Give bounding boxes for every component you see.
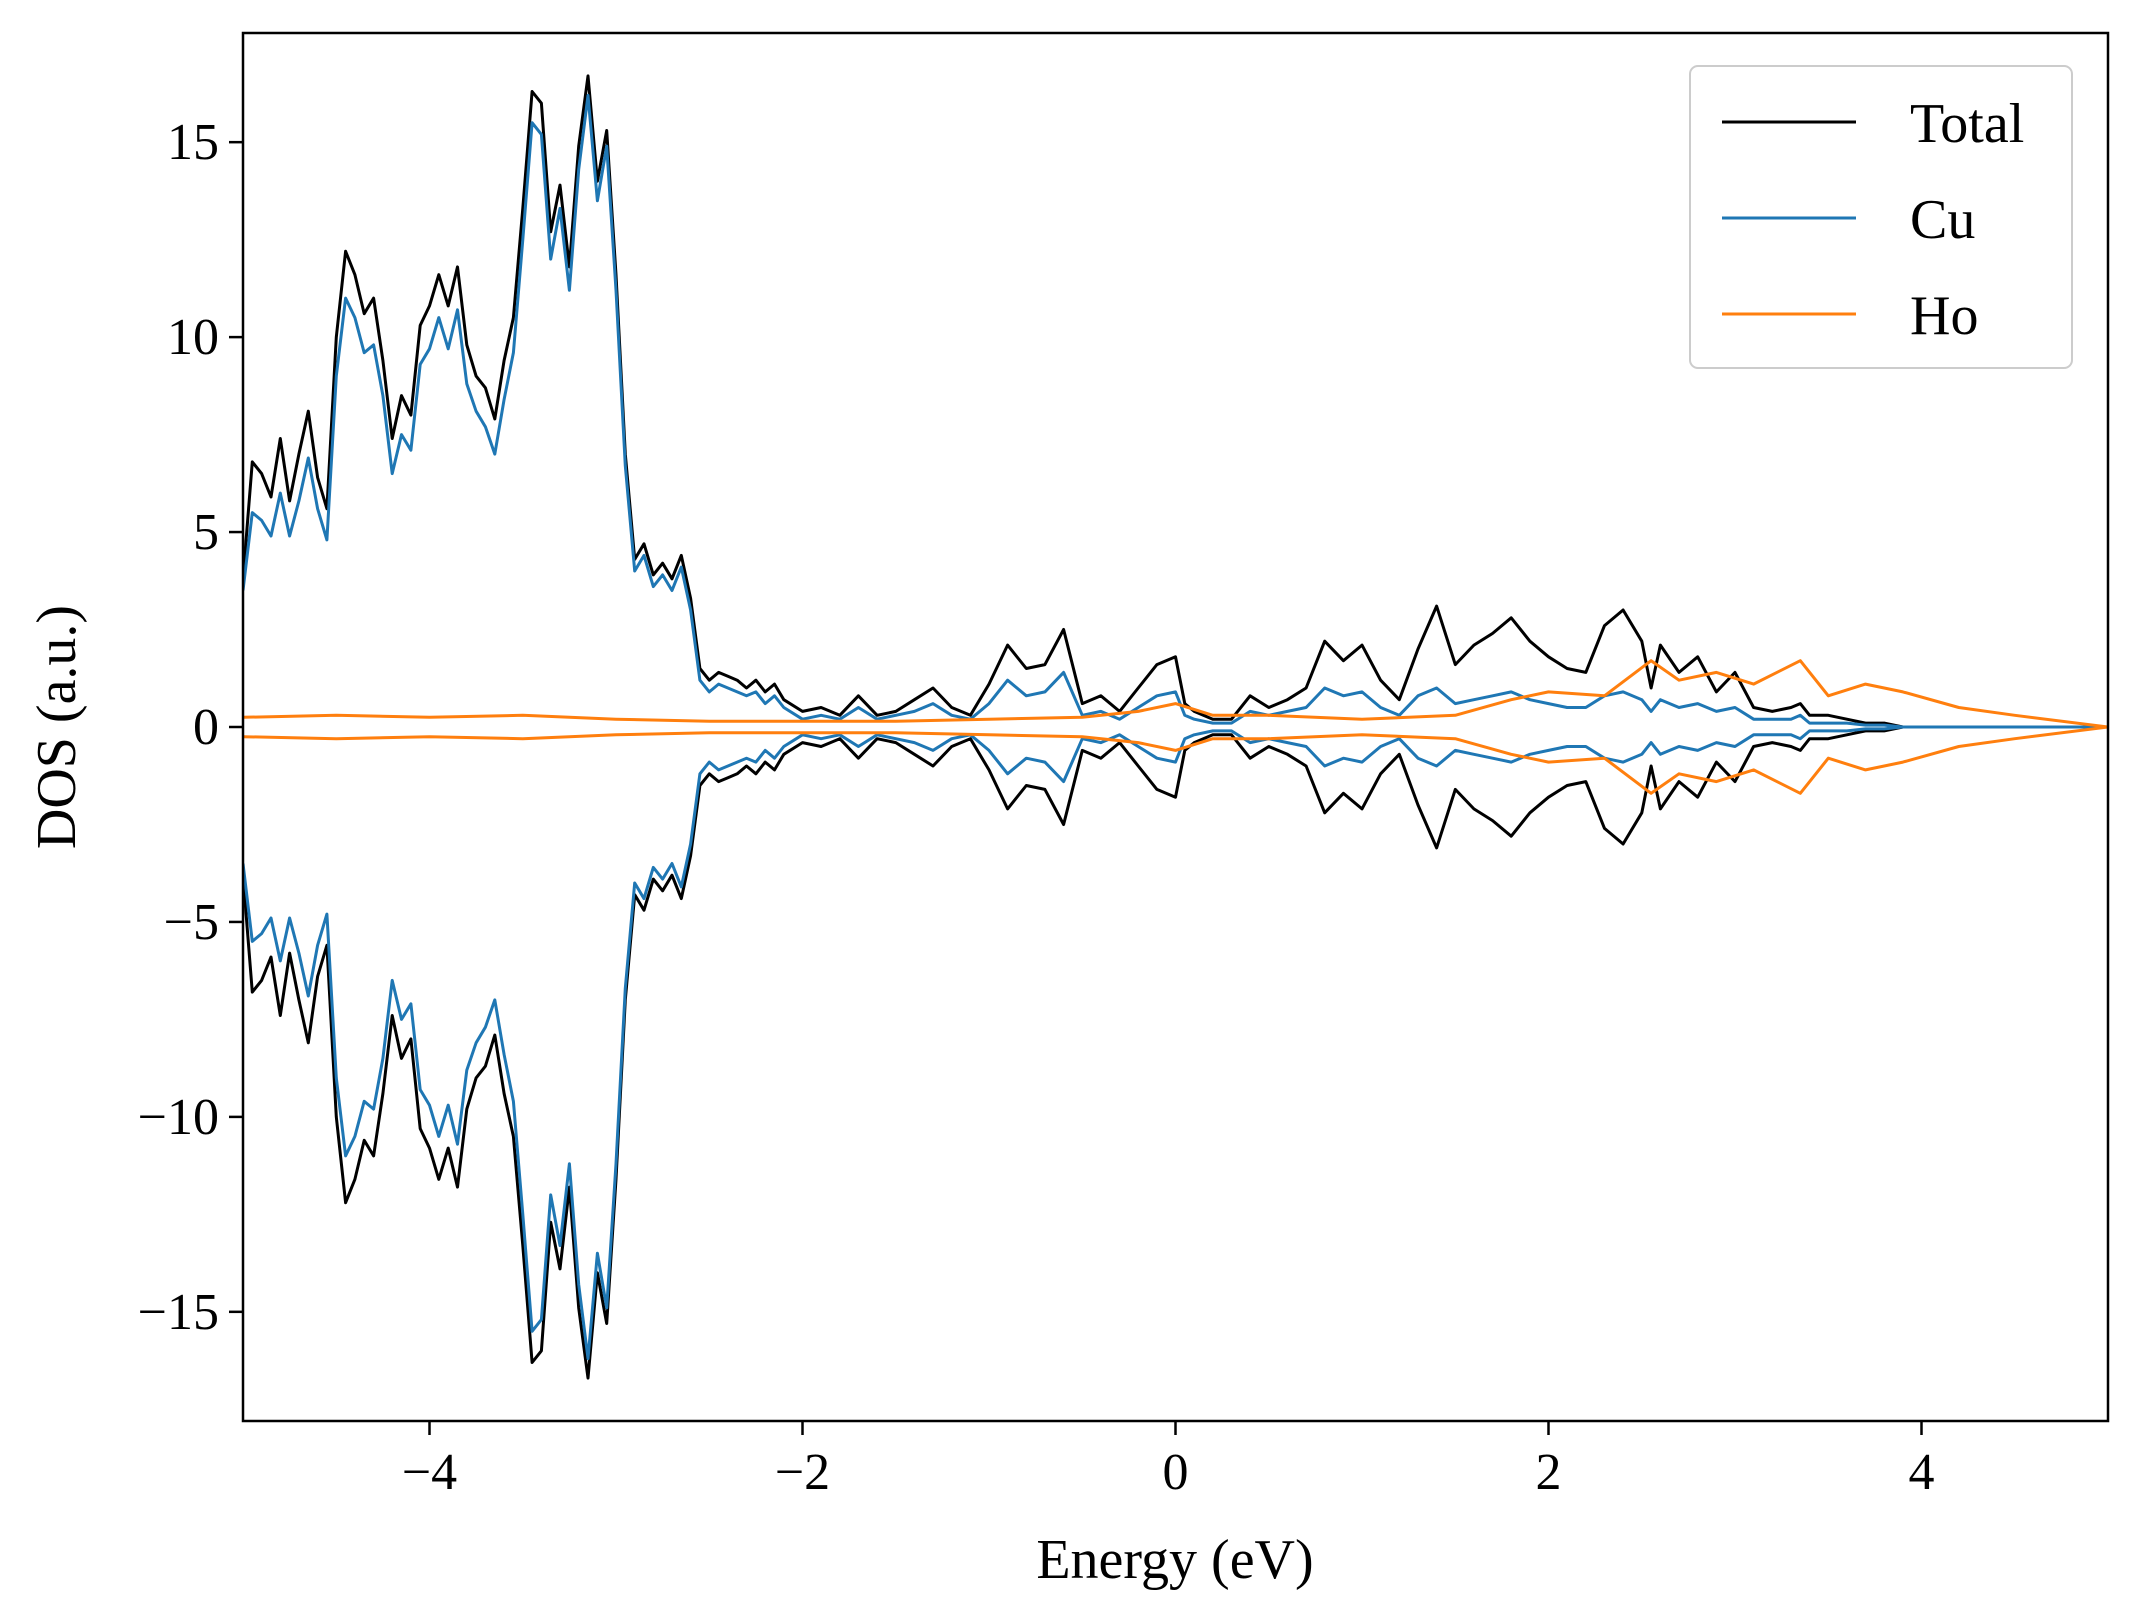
series-layer <box>243 74 2108 1380</box>
series-cu-spin-down-line <box>243 725 2108 1361</box>
y-axis-label: DOS (a.u.) <box>26 605 88 849</box>
x-tick-label: 2 <box>1536 1444 1562 1501</box>
series-ho-spin-up-line <box>243 659 2108 729</box>
y-tick-label: −5 <box>164 894 219 951</box>
y-tick-label: 10 <box>167 309 219 366</box>
series-ho-spin-down-line <box>243 725 2108 795</box>
series-total-spin-up-line <box>243 74 2108 729</box>
x-tick-label: −4 <box>402 1444 457 1501</box>
y-tick-label: 15 <box>167 114 219 171</box>
series-cu-spin-up-line <box>243 93 2108 729</box>
legend-label-total: Total <box>1910 93 2024 155</box>
y-tick-label: −10 <box>138 1089 219 1146</box>
legend-box <box>1689 65 2073 369</box>
x-tick-label: 0 <box>1163 1444 1189 1501</box>
y-tick-label: 0 <box>193 699 219 756</box>
legend-label-ho: Ho <box>1910 285 1978 347</box>
y-tick-label: 5 <box>193 504 219 561</box>
series-total-spin-down-line <box>243 725 2108 1380</box>
legend: Total Cu Ho <box>1689 65 2073 369</box>
x-axis-label: Energy (eV) <box>1036 1529 1313 1591</box>
x-tick-label: −2 <box>775 1444 830 1501</box>
x-tick-label: 4 <box>1909 1444 1935 1501</box>
legend-label-cu: Cu <box>1910 189 1975 251</box>
y-tick-label: −15 <box>138 1284 219 1341</box>
x-axis: −4 −2 0 2 4 <box>402 1421 1935 1501</box>
y-axis: −15 −10 −5 0 5 10 15 <box>138 114 243 1341</box>
